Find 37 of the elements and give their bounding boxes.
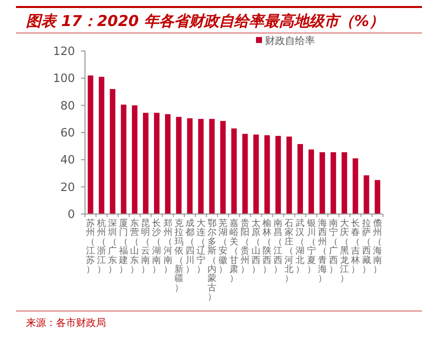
x-tick-label: 郑州（河南）	[163, 218, 172, 275]
y-tick-label: 20	[60, 180, 75, 194]
x-tick-label: 东营（山东）	[130, 218, 140, 275]
x-tick-label: 榆林（陕西）	[262, 218, 272, 275]
x-tick-label: 厦门（福建）	[118, 218, 128, 275]
x-tick-label: 武汉（湖北）	[296, 218, 305, 275]
x-tick-label: 杭州（浙江）	[96, 218, 106, 275]
x-tick-label: 深圳（广东）	[107, 218, 118, 275]
x-tick-label: 拉萨（西藏）	[362, 218, 371, 275]
x-tick-label: 嘉峪关（甘肃）	[230, 218, 238, 284]
source-note: 来源：各市财政局	[26, 317, 106, 329]
x-tick-label: 太原（山西）	[252, 218, 261, 275]
y-tick-label: 80	[60, 98, 75, 112]
x-tick-label: 成都（四川）	[185, 218, 194, 275]
x-tick-label: 儋州（海南）	[372, 218, 382, 275]
x-tick-label: 南昌（江西）	[274, 218, 283, 275]
x-tick-label: 昆明（云南）	[141, 218, 150, 275]
x-tick-label: 苏州（江苏）	[86, 218, 96, 275]
x-tick-label: 克拉玛依（新疆）	[174, 218, 184, 294]
x-tick-label: 海西州（青海）	[318, 218, 327, 284]
x-tick-label: 大庆（黑龙江）	[340, 218, 349, 284]
x-tick-label: 石家庄（河北）	[284, 219, 294, 284]
x-tick-label: 贵阳（贵州）	[240, 218, 250, 275]
y-tick-label: 60	[60, 126, 75, 140]
category-label: 鄂尔多斯（内蒙古）	[207, 219, 216, 303]
x-tick-label: 大连（辽宁）	[196, 218, 206, 275]
y-tick-label: 40	[60, 152, 75, 167]
legend-label: 财政自给率	[265, 35, 315, 47]
x-tick-label: 芜湖（安徽）	[218, 218, 228, 275]
y-tick-label: 100	[53, 71, 75, 86]
x-tick-label: 南宁（广西）	[328, 218, 338, 275]
x-tick-label: 长沙（湖南）	[152, 218, 162, 275]
x-tick-label: 长春（吉林）	[350, 218, 360, 275]
chart-title: 图表 17：2020 年各省财政自给率最高地级市（%）	[26, 12, 384, 30]
y-tick-label: 0	[68, 207, 75, 221]
x-tick-label: 银川（宁夏）	[306, 218, 316, 275]
y-tick-label: 120	[53, 44, 75, 58]
